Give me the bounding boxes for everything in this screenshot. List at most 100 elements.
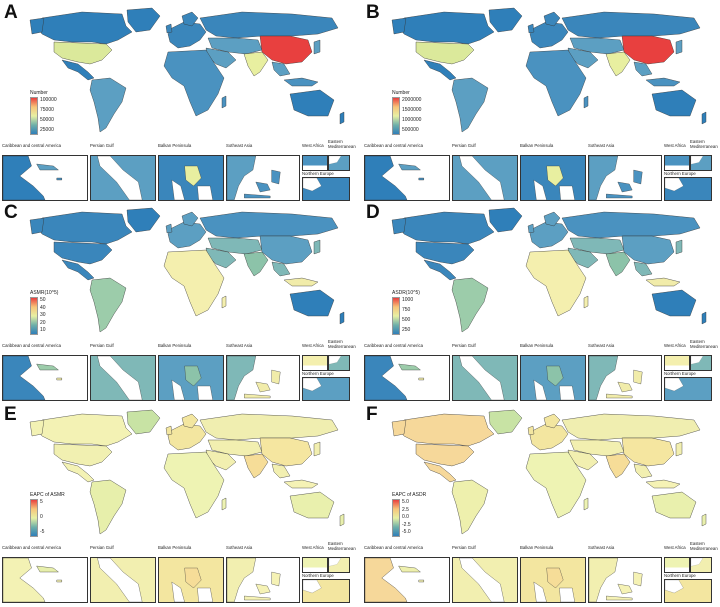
indonesia xyxy=(645,479,681,489)
legend-color-bar xyxy=(392,297,400,335)
inset-map-wafrica xyxy=(664,557,690,573)
inset-label-emed: Eastern Mediterranean xyxy=(690,339,718,349)
indonesia xyxy=(283,277,319,287)
world-map xyxy=(22,6,352,136)
color-legend: ASDR(10^5) 1000 750 500 250 xyxy=(392,290,420,335)
inset-label-wafrica: West Africa xyxy=(302,545,324,550)
inset-label-neurope: Northern Europe xyxy=(664,171,696,176)
inset-label-emed: Eastern Mediterranean xyxy=(328,139,356,149)
inset-map-persian xyxy=(452,557,518,603)
inset-label-emed: Eastern Mediterranean xyxy=(690,541,718,551)
legend-color-bar xyxy=(392,97,400,135)
legend-tick-label: 0.0 xyxy=(402,514,409,520)
inset-map-emed xyxy=(328,355,350,371)
inset-map-balkan xyxy=(520,557,586,603)
legend-title: Number xyxy=(392,90,410,96)
scandinavia xyxy=(181,413,199,429)
india xyxy=(243,251,269,277)
inset-maps: Caribbean and central America Persian Gul… xyxy=(2,541,356,603)
inset-map-emed xyxy=(328,155,350,171)
legend-tick-label: 20 xyxy=(40,319,46,326)
legend-tick-label: 25000 xyxy=(40,127,54,133)
inset-label-neurope: Northern Europe xyxy=(302,371,334,376)
africa xyxy=(163,49,225,117)
inset-map-persian xyxy=(90,155,156,201)
japan xyxy=(313,39,321,55)
legend-ticks: 50 40 30 20 10 xyxy=(40,297,46,333)
color-legend: Number 100000 75000 50000 25000 xyxy=(30,90,57,135)
greenland xyxy=(126,7,161,33)
legend-tick-label: 250 xyxy=(402,327,411,333)
china xyxy=(259,235,313,265)
legend-tick-label: 2000000 xyxy=(402,97,422,103)
usa xyxy=(53,241,113,265)
uk xyxy=(527,23,535,34)
inset-label-caribbean: Caribbean and central America xyxy=(2,545,61,550)
russia xyxy=(561,413,701,441)
inset-maps: Caribbean and central America Persian Gul… xyxy=(364,339,718,401)
inset-label-balkan: Balkan Peninsula xyxy=(158,545,192,550)
legend-ticks: 1000 750 500 250 xyxy=(402,297,413,333)
inset-label-neurope: Northern Europe xyxy=(664,371,696,376)
inset-label-wafrica: West Africa xyxy=(302,343,324,348)
greenland xyxy=(488,207,523,233)
australia xyxy=(289,89,335,117)
inset-label-balkan: Balkan Peninsula xyxy=(158,143,192,148)
panel-label: D xyxy=(366,202,380,223)
inset-map-emed xyxy=(690,155,712,171)
color-legend: Number 2000000 1500000 1000000 500000 xyxy=(392,90,421,135)
russia xyxy=(561,211,701,239)
usa xyxy=(415,41,475,65)
scandinavia xyxy=(181,11,199,27)
world-map xyxy=(384,6,714,136)
se-asia xyxy=(271,463,291,479)
inset-map-neurope xyxy=(664,579,712,603)
africa xyxy=(525,451,587,519)
africa xyxy=(525,49,587,117)
legend-tick-label: 5.0 xyxy=(402,499,409,505)
india xyxy=(243,453,269,479)
inset-map-seasia xyxy=(226,155,300,201)
color-legend: EAPC of ASDR 5.0 2.5 0.0 -2.5 -5.0 xyxy=(392,492,426,537)
australia xyxy=(651,289,697,317)
madagascar xyxy=(583,95,589,109)
south-america xyxy=(89,479,127,535)
madagascar xyxy=(221,497,227,511)
inset-label-wafrica: West Africa xyxy=(664,143,686,148)
south-america xyxy=(451,77,489,133)
se-asia xyxy=(633,261,653,277)
se-asia xyxy=(271,61,291,77)
greenland xyxy=(488,409,523,435)
legend-tick-label: 500000 xyxy=(402,127,419,133)
central-asia xyxy=(569,439,625,457)
mexico-central xyxy=(423,59,457,81)
legend-tick-label: 30 xyxy=(40,312,46,318)
madagascar xyxy=(583,497,589,511)
madagascar xyxy=(221,95,227,109)
scandinavia xyxy=(543,413,561,429)
inset-map-neurope xyxy=(302,579,350,603)
world-map xyxy=(22,408,352,538)
alaska xyxy=(391,17,407,35)
legend-tick-label: 100000 xyxy=(40,97,57,103)
mexico-central xyxy=(423,259,457,281)
map-panel-b: B Number 2000000 1500000 1000000 500000 Cari… xyxy=(364,2,718,201)
indonesia xyxy=(283,479,319,489)
inset-label-emed: Eastern Mediterranean xyxy=(328,339,356,349)
inset-label-emed: Eastern Mediterranean xyxy=(328,541,356,551)
greenland xyxy=(488,7,523,33)
inset-label-balkan: Balkan Peninsula xyxy=(520,343,554,348)
inset-label-persian: Persian Gulf xyxy=(452,343,476,348)
china xyxy=(259,35,313,65)
legend-tick-label: 50 xyxy=(40,297,46,303)
inset-label-seasia: Sotheast Asia xyxy=(226,343,253,348)
inset-label-caribbean: Caribbean and central America xyxy=(2,143,61,148)
legend-tick-label: 10 xyxy=(40,327,46,333)
russia xyxy=(199,211,339,239)
legend-tick-label: -5 xyxy=(40,529,45,535)
legend-tick-label: 500 xyxy=(402,317,411,323)
inset-map-persian xyxy=(90,355,156,401)
inset-label-balkan: Balkan Peninsula xyxy=(520,545,554,550)
central-asia xyxy=(207,439,263,457)
inset-map-seasia xyxy=(226,557,300,603)
